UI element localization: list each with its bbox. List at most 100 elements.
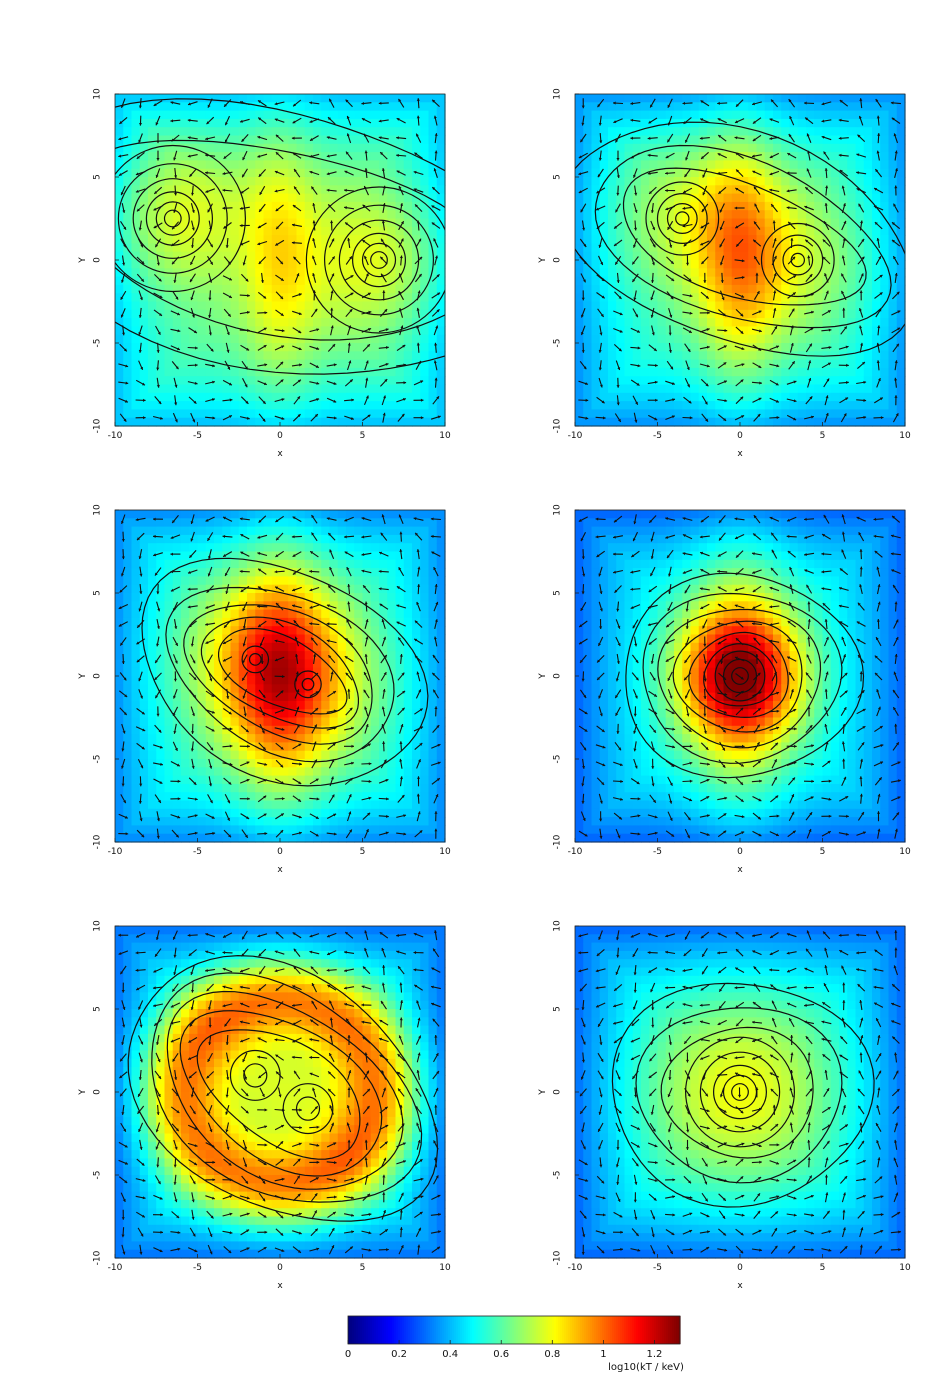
heatmap-cell	[156, 243, 166, 253]
heatmap-cell	[205, 251, 215, 261]
heatmap-cell	[436, 417, 446, 427]
heatmap-cell	[230, 318, 240, 327]
heatmap-cell	[263, 376, 273, 386]
heatmap-cell	[731, 309, 741, 319]
heatmap-cell	[839, 143, 848, 153]
heatmap-cell	[748, 235, 758, 244]
heatmap-cell	[698, 218, 708, 228]
contour-line	[352, 232, 407, 288]
heatmap-cell	[436, 409, 446, 419]
heatmap-cell	[346, 301, 355, 311]
arrow-head	[791, 308, 795, 312]
arrow-head	[333, 416, 337, 420]
arrow-head	[384, 309, 388, 313]
heatmap-cell	[387, 110, 397, 120]
heatmap-cell	[139, 251, 149, 261]
heatmap-cell	[781, 210, 791, 220]
heatmap-cell	[690, 343, 700, 352]
heatmap-cell	[370, 102, 380, 112]
heatmap-cell	[197, 293, 207, 303]
heatmap-cell	[255, 226, 265, 236]
heatmap-cell	[189, 118, 199, 128]
heatmap-cell	[698, 118, 708, 128]
heatmap-cell	[773, 417, 782, 427]
heatmap-cell	[665, 102, 675, 112]
heatmap-cell	[575, 284, 584, 294]
heatmap-cell	[789, 268, 799, 278]
heatmap-cell	[395, 226, 405, 236]
heatmap-cell	[296, 376, 306, 386]
heatmap-cell	[896, 185, 906, 195]
heatmap-cell	[172, 201, 182, 211]
heatmap-cell	[403, 102, 413, 112]
heatmap-cell	[740, 94, 749, 103]
heatmap-cell	[641, 243, 650, 253]
heatmap-cell	[608, 243, 617, 253]
heatmap-cell	[698, 168, 708, 178]
contour-line	[115, 144, 246, 293]
heatmap-cell	[164, 651, 174, 660]
heatmap-cell	[855, 293, 865, 303]
heatmap-cell	[575, 367, 584, 377]
arrow-head	[291, 136, 295, 140]
heatmap-cell	[395, 127, 405, 137]
heatmap-cell	[740, 359, 749, 369]
heatmap-cell	[205, 376, 215, 386]
heatmap-cell	[148, 102, 157, 112]
arrow-head	[720, 262, 723, 266]
arrow-head	[811, 415, 814, 419]
heatmap-cell	[773, 201, 782, 211]
arrow-head	[193, 330, 197, 333]
arrow-head	[809, 396, 813, 400]
heatmap-cell	[288, 201, 298, 211]
arrow-head	[138, 350, 142, 353]
heatmap-cell	[797, 201, 807, 211]
heatmap-cell	[205, 185, 215, 195]
heatmap-cell	[715, 409, 725, 419]
heatmap-cell	[756, 193, 766, 203]
heatmap-cell	[682, 417, 692, 427]
heatmap-cell	[888, 401, 898, 410]
heatmap-cell	[337, 326, 347, 336]
heatmap-cell	[847, 401, 857, 410]
arrow-head	[875, 99, 879, 102]
heatmap-cell	[222, 343, 232, 352]
heatmap-cell	[682, 284, 692, 294]
heatmap-cell	[370, 417, 380, 427]
arrow-head	[223, 225, 227, 229]
density-contours-top-left	[115, 98, 445, 375]
heatmap-cell	[189, 284, 199, 294]
heatmap-cell	[280, 251, 289, 261]
heatmap-cell	[131, 185, 141, 195]
arrow-head	[753, 186, 757, 190]
heatmap-cell	[880, 318, 890, 327]
arrow-head	[741, 347, 745, 350]
heatmap-cell	[723, 251, 733, 261]
heatmap-cell	[682, 268, 692, 278]
arrow-head	[585, 416, 589, 420]
heatmap-cell	[764, 301, 774, 311]
heatmap-cell	[773, 309, 782, 319]
arrow-head	[894, 185, 898, 189]
heatmap-cell	[354, 135, 364, 145]
arrow-head	[275, 208, 279, 212]
arrow-head	[665, 171, 668, 175]
heatmap-cell	[403, 351, 413, 361]
heatmap-cell	[690, 135, 700, 145]
heatmap-cell	[346, 293, 355, 303]
arrow-head	[315, 365, 319, 368]
heatmap-cell	[575, 185, 584, 195]
heatmap-cell	[814, 127, 824, 137]
heatmap-cell	[896, 127, 906, 137]
heatmap-cell	[271, 235, 281, 244]
heatmap-cell	[280, 351, 289, 361]
heatmap-cell	[296, 168, 306, 178]
heatmap-cell	[139, 118, 149, 128]
arrow-head	[689, 311, 693, 315]
heatmap-cell	[156, 833, 166, 843]
heatmap-cell	[428, 160, 438, 170]
heatmap-cell	[115, 392, 124, 402]
heatmap-cell	[773, 284, 782, 294]
heatmap-cell	[436, 102, 446, 112]
heatmap-cell	[403, 143, 413, 153]
